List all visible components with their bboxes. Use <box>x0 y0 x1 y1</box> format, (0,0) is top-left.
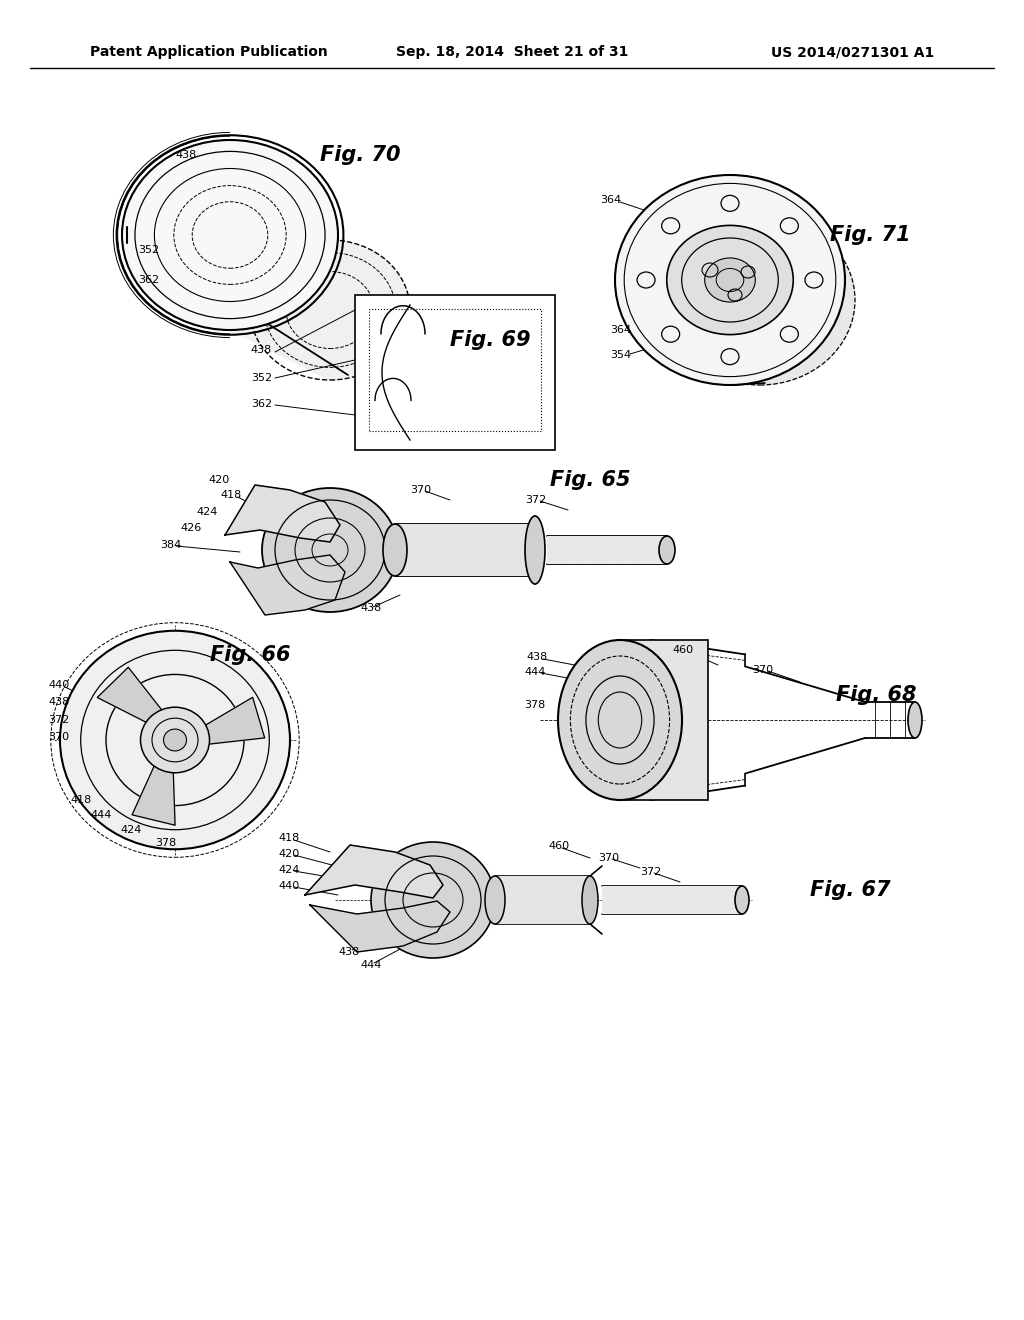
Text: 440: 440 <box>48 680 70 690</box>
Text: 438: 438 <box>48 697 70 708</box>
Text: 352: 352 <box>138 246 159 255</box>
Polygon shape <box>132 766 175 825</box>
Text: 354: 354 <box>610 350 631 360</box>
Text: US 2014/0271301 A1: US 2014/0271301 A1 <box>771 45 934 59</box>
Text: Fig. 69: Fig. 69 <box>450 330 530 350</box>
Text: 438: 438 <box>338 946 359 957</box>
Ellipse shape <box>262 488 398 612</box>
Text: 384: 384 <box>160 540 181 550</box>
Ellipse shape <box>558 640 682 800</box>
Bar <box>602 886 742 913</box>
Text: 372: 372 <box>640 867 662 876</box>
Text: Patent Application Publication: Patent Application Publication <box>90 45 328 59</box>
Polygon shape <box>305 845 443 898</box>
Text: 424: 424 <box>196 507 217 517</box>
Text: 420: 420 <box>208 475 229 484</box>
Polygon shape <box>206 697 264 744</box>
Ellipse shape <box>908 702 922 738</box>
Ellipse shape <box>383 524 407 576</box>
Ellipse shape <box>140 708 210 772</box>
Text: 438: 438 <box>251 345 272 355</box>
Text: 424: 424 <box>278 865 299 875</box>
Text: 444: 444 <box>90 810 112 820</box>
Ellipse shape <box>582 876 598 924</box>
Text: Fig. 66: Fig. 66 <box>210 645 290 665</box>
Text: 372: 372 <box>525 495 546 506</box>
Bar <box>620 640 708 800</box>
Text: 378: 378 <box>155 838 176 847</box>
Text: Fig. 65: Fig. 65 <box>550 470 630 490</box>
Text: 440: 440 <box>278 880 299 891</box>
Polygon shape <box>310 902 450 952</box>
Polygon shape <box>230 140 410 380</box>
Text: 364: 364 <box>600 195 622 205</box>
Polygon shape <box>730 176 855 385</box>
Ellipse shape <box>659 536 675 564</box>
Polygon shape <box>97 668 162 722</box>
Text: 370: 370 <box>410 484 431 495</box>
Polygon shape <box>225 484 340 543</box>
Text: Fig. 70: Fig. 70 <box>319 145 400 165</box>
Text: 372: 372 <box>48 715 70 725</box>
Text: Sep. 18, 2014  Sheet 21 of 31: Sep. 18, 2014 Sheet 21 of 31 <box>396 45 628 59</box>
Bar <box>395 524 535 576</box>
Text: 370: 370 <box>48 733 70 742</box>
Ellipse shape <box>615 176 845 385</box>
Bar <box>495 876 590 924</box>
Text: 378: 378 <box>524 700 545 710</box>
Ellipse shape <box>164 729 186 751</box>
Bar <box>547 536 667 564</box>
Bar <box>369 309 541 432</box>
Text: 444: 444 <box>524 667 546 677</box>
Text: 438: 438 <box>175 150 197 160</box>
Text: 424: 424 <box>120 825 141 836</box>
Text: 364: 364 <box>610 325 631 335</box>
Text: Fig. 67: Fig. 67 <box>810 880 890 900</box>
Ellipse shape <box>705 257 756 302</box>
Ellipse shape <box>60 631 290 849</box>
Text: 362: 362 <box>251 399 272 409</box>
Text: 370: 370 <box>598 853 620 863</box>
Polygon shape <box>230 554 345 615</box>
Text: 426: 426 <box>180 523 202 533</box>
Text: Fig. 68: Fig. 68 <box>836 685 916 705</box>
Text: 362: 362 <box>138 275 159 285</box>
Ellipse shape <box>371 842 495 958</box>
Text: 420: 420 <box>278 849 299 859</box>
Text: 418: 418 <box>220 490 242 500</box>
Text: 460: 460 <box>548 841 569 851</box>
Text: 460: 460 <box>672 645 693 655</box>
Text: 418: 418 <box>70 795 91 805</box>
Ellipse shape <box>485 876 505 924</box>
Text: 370: 370 <box>752 665 773 675</box>
Text: 418: 418 <box>278 833 299 843</box>
Ellipse shape <box>122 140 338 330</box>
Ellipse shape <box>525 516 545 583</box>
Text: Fig. 71: Fig. 71 <box>829 224 910 246</box>
Text: 438: 438 <box>526 652 547 663</box>
Text: 352: 352 <box>251 374 272 383</box>
Text: 438: 438 <box>360 603 381 612</box>
Ellipse shape <box>667 226 794 334</box>
Ellipse shape <box>735 886 749 913</box>
Bar <box>355 294 555 450</box>
Text: 444: 444 <box>360 960 381 970</box>
